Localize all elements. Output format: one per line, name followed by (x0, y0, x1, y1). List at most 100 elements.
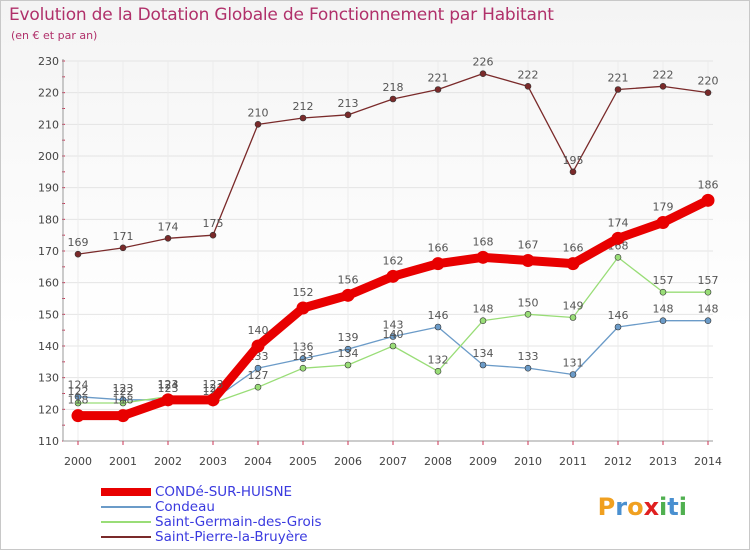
logo-letter: r (615, 493, 628, 521)
data-point (524, 364, 532, 372)
chart-subtitle: (en € et par an) (11, 29, 98, 42)
data-point (209, 231, 217, 239)
data-label: 156 (338, 273, 359, 286)
data-label: 152 (293, 286, 314, 299)
logo-letter: x (643, 493, 660, 521)
data-point (254, 383, 262, 391)
data-label: 123 (158, 382, 179, 395)
legend-swatch (101, 536, 151, 538)
data-point (569, 168, 577, 176)
data-point (569, 371, 577, 378)
data-point (296, 301, 310, 315)
data-label: 179 (653, 201, 674, 214)
line-chart: 110 120 130 140 150 160 170 180 190 200 210 220 230 2… (38, 55, 722, 468)
data-label: 168 (473, 235, 494, 248)
proxiti-logo: Proxiti (598, 493, 687, 521)
data-point (476, 250, 490, 264)
data-point (344, 111, 352, 119)
data-label: 140 (248, 324, 269, 337)
data-point (521, 254, 535, 267)
data-label: 123 (203, 378, 224, 391)
data-point (251, 339, 265, 353)
data-point (434, 368, 442, 375)
x-tick-label: 2008 (424, 455, 452, 468)
x-tick-label: 2000 (64, 455, 92, 468)
data-label: 132 (428, 353, 449, 366)
data-point (479, 361, 487, 369)
y-tick-label: 220 (38, 87, 59, 100)
y-tick-label: 120 (38, 403, 59, 416)
data-label: 124 (68, 379, 89, 392)
data-point (299, 114, 307, 122)
data-point (704, 288, 712, 296)
data-label: 175 (203, 217, 224, 230)
x-tick-label: 2002 (154, 455, 182, 468)
data-point (659, 83, 667, 90)
x-tick-label: 2010 (514, 455, 542, 468)
data-label: 134 (473, 347, 494, 360)
data-label: 221 (608, 72, 629, 85)
logo-letter: i (659, 493, 668, 521)
data-label: 157 (653, 274, 674, 287)
legend-item: Condeau (101, 500, 322, 515)
data-label: 169 (68, 236, 89, 249)
data-point (341, 288, 355, 302)
legend-swatch (101, 488, 151, 496)
data-point (161, 393, 175, 407)
data-label: 134 (338, 347, 359, 360)
data-label: 221 (428, 72, 449, 85)
data-label: 149 (563, 300, 584, 313)
data-point (659, 288, 667, 296)
data-point (566, 257, 580, 271)
data-point (656, 216, 670, 229)
data-label: 174 (158, 220, 179, 233)
data-point (524, 311, 532, 318)
data-label: 148 (473, 303, 494, 316)
y-tick-label: 190 (38, 182, 59, 195)
data-point (701, 193, 715, 207)
x-tick-label: 2003 (199, 455, 227, 468)
data-point (434, 86, 442, 93)
y-tick-label: 230 (38, 55, 59, 68)
data-label: 136 (293, 341, 314, 354)
data-point (389, 95, 397, 103)
data-label: 167 (518, 239, 539, 252)
data-label: 143 (383, 319, 404, 332)
chart-title: Evolution de la Dotation Globale de Fonc… (9, 5, 554, 25)
data-point (254, 121, 262, 128)
data-point (344, 345, 352, 353)
logo-letter: t (667, 493, 679, 521)
x-tick-label: 2005 (289, 455, 317, 468)
data-label: 123 (113, 382, 134, 395)
data-label: 127 (248, 369, 269, 382)
data-point (71, 409, 85, 423)
x-tick-label: 2013 (649, 455, 677, 468)
data-point (389, 342, 397, 350)
data-point (74, 250, 82, 258)
legend-label: Saint-Germain-des-Grois (155, 514, 322, 530)
x-tick-label: 2014 (694, 455, 722, 468)
data-point (614, 323, 622, 331)
data-point (254, 364, 262, 372)
logo-letter: o (627, 493, 644, 521)
data-label: 131 (563, 357, 584, 370)
data-label: 166 (563, 242, 584, 255)
data-point (434, 323, 442, 331)
data-label: 148 (698, 303, 719, 316)
chart-legend: CONDé-SUR-HUISNE Condeau Saint-Germain-des… (101, 485, 322, 545)
legend-label: Saint-Pierre-la-Bruyère (155, 529, 308, 545)
y-tick-label: 180 (38, 213, 59, 226)
data-label: 222 (653, 68, 674, 81)
data-label: 118 (68, 394, 89, 407)
data-label: 220 (698, 75, 719, 88)
data-point (614, 254, 622, 261)
logo-letter: P (597, 493, 616, 521)
x-tick-label: 2006 (334, 455, 362, 468)
data-label: 174 (608, 216, 629, 229)
legend-item: Saint-Pierre-la-Bruyère (101, 530, 322, 545)
legend-swatch (101, 506, 151, 508)
data-label: 133 (293, 350, 314, 363)
data-point (119, 399, 127, 407)
data-point (704, 317, 712, 324)
data-label: 222 (518, 68, 539, 81)
